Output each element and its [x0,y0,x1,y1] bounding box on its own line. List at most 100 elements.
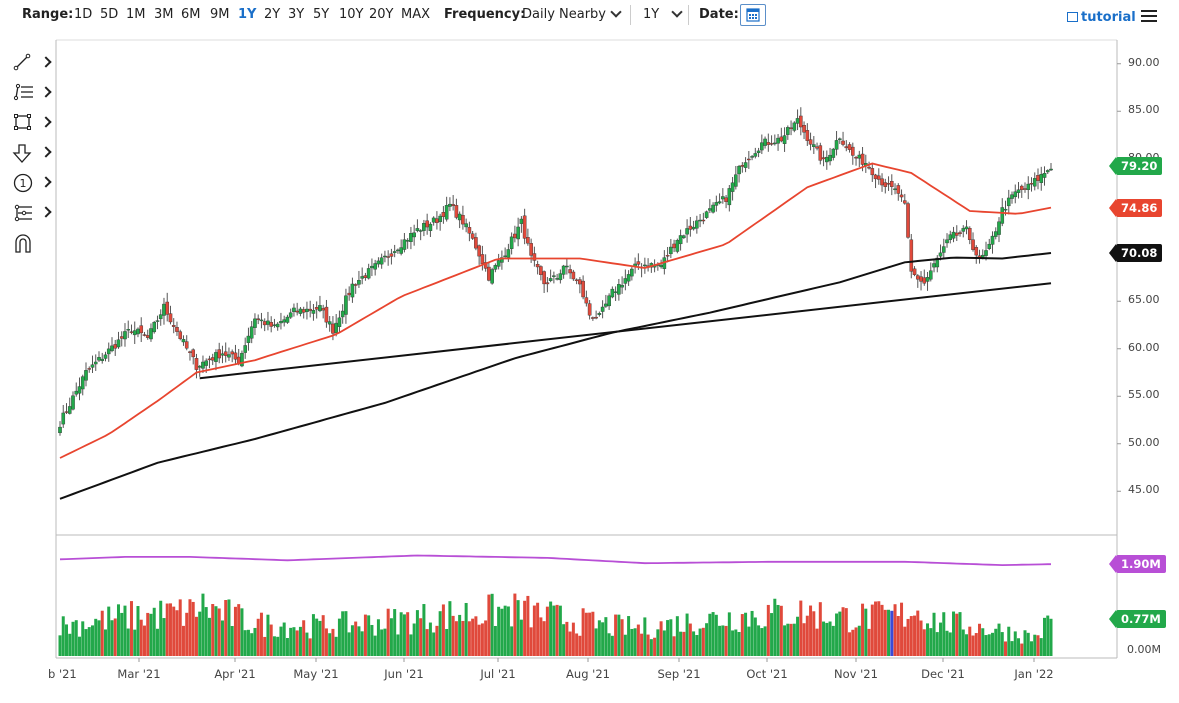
magnet-tool-button[interactable] [12,232,52,256]
pattern-tool-button[interactable] [12,202,52,226]
volume-bar [630,628,634,656]
candle-down [535,264,540,268]
range-button-1d[interactable]: 1D [74,7,93,22]
period-select[interactable]: 1Y [643,6,683,22]
candle-up [253,318,257,328]
volume-bar [113,618,117,656]
range-button-1y[interactable]: 1Y [238,7,257,22]
candle-down [480,254,485,265]
candle-down [487,266,491,281]
menu-icon[interactable] [1141,10,1157,22]
candle-up [727,188,732,206]
volume-bar [77,636,81,656]
volume-bar [328,633,332,656]
volume-bar [666,620,670,656]
candle-down [724,197,728,202]
candle-up [932,263,936,268]
candle-up [379,257,384,265]
volume-bar [243,630,247,656]
line-tool-button[interactable] [12,52,52,76]
rectangle-tool-button[interactable] [12,112,52,136]
volume-bar [838,611,842,656]
annotation-tool-button[interactable]: 1 [12,172,52,196]
volume-bar [919,620,923,656]
volume-bar [155,628,159,656]
candle-up [993,231,998,237]
candle-down [574,279,579,282]
volume-bar [981,628,985,656]
range-button-max[interactable]: MAX [401,7,431,22]
range-button-1m[interactable]: 1M [126,7,146,22]
volume-bar [848,632,852,656]
volume-bar [490,593,494,656]
volume-bar [162,618,166,656]
volume-bar [922,629,926,656]
candle-up [392,251,397,253]
volume-bar [295,630,299,656]
y-tick-label: 65.00 [1128,293,1160,307]
candle-up [675,240,680,252]
volume-bar [620,619,624,656]
volume-bar [662,630,666,656]
volume-bar [705,623,709,656]
candle-down [129,331,134,333]
volume-bar [916,610,920,656]
candle-down [113,344,118,349]
volume-bar [932,612,936,656]
arrow-tool-button[interactable] [12,142,52,166]
volume-bar [883,609,887,656]
volume-bar [344,611,348,656]
candle-up [990,235,995,245]
candle-down [139,325,144,334]
volume-bar [191,601,195,656]
volume-bar [1013,631,1017,656]
candle-up [623,278,628,284]
x-tick-label: Dec '21 [921,667,965,681]
line-tool-icon [13,53,31,71]
volume-bar [97,620,101,656]
volume-bar [487,594,491,656]
volume-bar [484,620,488,656]
volume-bar [513,593,517,656]
range-button-9m[interactable]: 9M [210,7,230,22]
volume-bar [695,635,699,656]
candle-down [314,307,319,310]
candle-down [545,282,550,285]
y-tick-label: 45.00 [1128,483,1160,497]
candle-up [357,280,361,285]
candle-up [812,144,816,147]
volume-bar [867,628,871,656]
volume-bar [74,620,78,656]
calendar-icon [746,8,760,22]
range-button-5d[interactable]: 5D [100,7,119,22]
candle-down [87,368,92,370]
fib-tool-button[interactable] [12,82,52,106]
range-button-3y[interactable]: 3Y [288,7,305,22]
candle-up [948,234,953,240]
candle-up [90,364,95,368]
range-button-20y[interactable]: 20Y [369,7,394,22]
candle-up [370,265,374,269]
range-button-3m[interactable]: 3M [154,7,174,22]
candle-up [828,154,832,162]
candle-up [266,320,270,325]
range-button-10y[interactable]: 10Y [339,7,364,22]
candle-down [256,318,261,320]
volume-bar [740,614,744,656]
tutorial-link[interactable]: tutorial [1067,10,1136,25]
y-tick-label: 85.00 [1128,103,1160,117]
candle-up [272,324,277,326]
range-button-2y[interactable]: 2Y [264,7,281,22]
candle-up [418,230,423,232]
range-button-6m[interactable]: 6M [181,7,201,22]
range-button-5y[interactable]: 5Y [313,7,330,22]
candle-down [301,309,306,313]
volume-bar [711,612,715,656]
volume-bar [935,632,939,656]
candle-down [145,335,150,338]
volume-bar [334,636,338,656]
candle-up [695,220,699,229]
calendar-button[interactable] [740,4,766,26]
frequency-select[interactable]: Daily Nearby [522,6,622,22]
